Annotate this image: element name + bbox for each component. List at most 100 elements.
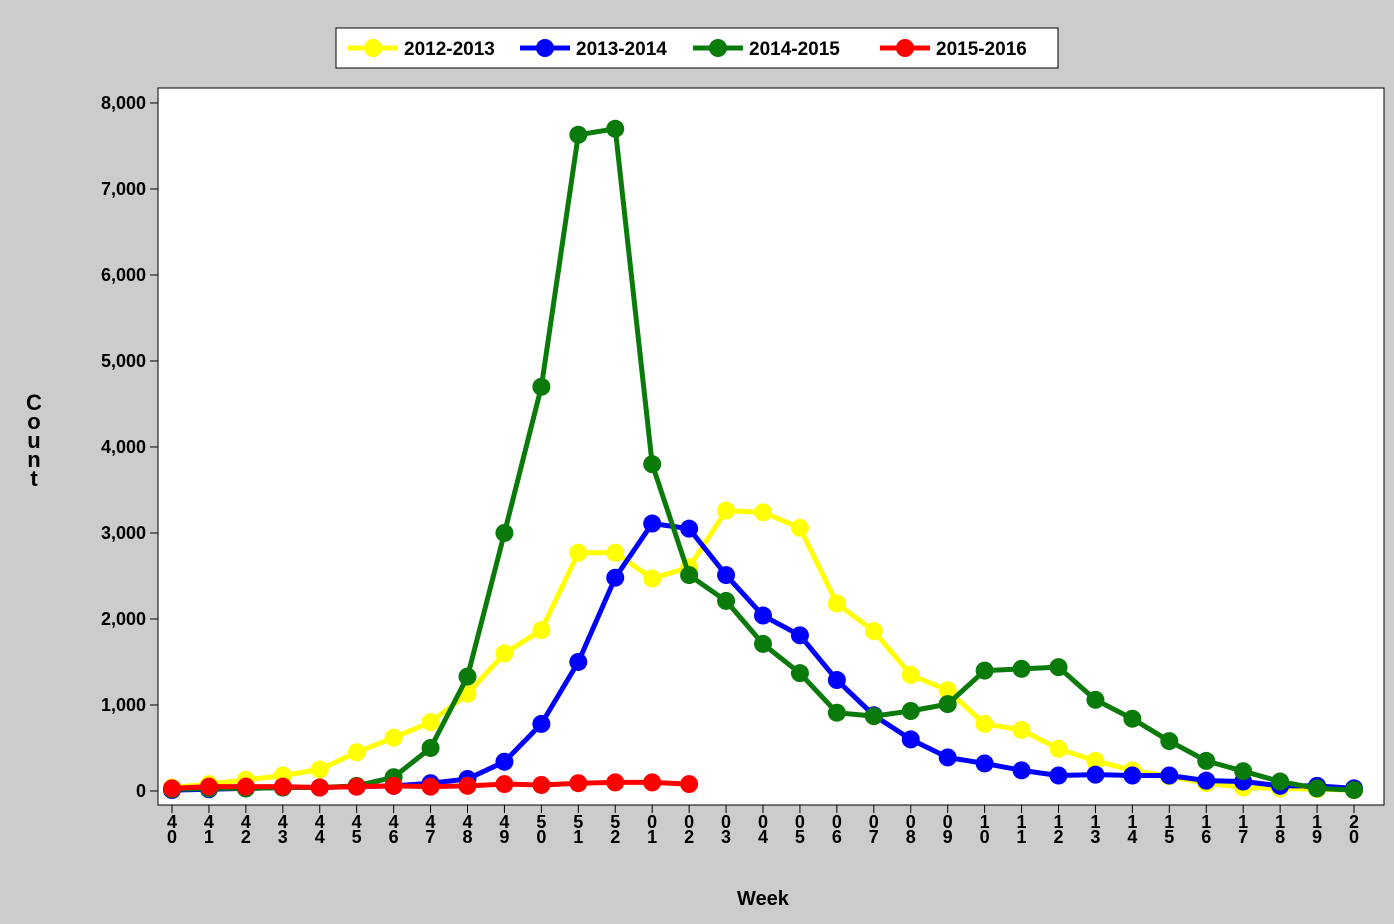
point [901, 730, 920, 749]
point [1123, 766, 1142, 785]
point [938, 681, 957, 700]
point [717, 501, 736, 520]
point [827, 594, 846, 613]
point [1197, 771, 1216, 790]
point [1012, 720, 1031, 739]
x-tick-label: 52 [605, 812, 625, 843]
x-tick-label: 04 [753, 812, 773, 843]
y-tick-label: 6,000 [101, 265, 146, 285]
x-tick-label: 11 [1012, 812, 1032, 843]
plot-area [157, 87, 1385, 806]
point [1160, 732, 1179, 751]
x-tick-label: 08 [901, 812, 921, 843]
point [864, 622, 883, 641]
x-tick-label: 13 [1085, 812, 1105, 843]
y-tick-label: 1,000 [101, 695, 146, 715]
point [532, 621, 551, 640]
point [273, 777, 292, 796]
point [754, 606, 772, 625]
point [310, 778, 329, 797]
point [495, 752, 514, 771]
point [975, 714, 994, 733]
x-tick-label: 15 [1159, 812, 1179, 843]
x-tick-label: 05 [790, 812, 810, 843]
point [680, 775, 699, 794]
point [901, 665, 920, 684]
point [643, 773, 662, 792]
point [606, 568, 625, 587]
point [938, 695, 957, 714]
point [717, 566, 736, 585]
point [901, 701, 920, 720]
point [1197, 751, 1216, 770]
x-tick-label: 06 [827, 812, 847, 843]
point [754, 634, 772, 653]
y-tick-label: 5,000 [101, 351, 146, 371]
point [347, 743, 366, 762]
point [236, 777, 255, 796]
point [458, 667, 477, 686]
point [1049, 766, 1068, 785]
y-tick-label: 2,000 [101, 609, 146, 629]
point [569, 543, 588, 562]
point [717, 591, 736, 610]
x-tick-label: 46 [384, 812, 404, 843]
point [975, 661, 994, 680]
x-tick-label: 44 [310, 812, 330, 843]
point [606, 119, 625, 138]
x-tick-label: 09 [938, 812, 958, 843]
point [938, 748, 957, 767]
point [495, 775, 514, 794]
x-axis-label: Week [737, 888, 790, 910]
point [1271, 772, 1290, 791]
point [606, 773, 625, 792]
legend-label: 2013-2014 [576, 39, 667, 60]
point [606, 543, 625, 562]
x-tick-label: 03 [716, 812, 736, 843]
y-tick-label: 3,000 [101, 523, 146, 543]
point [532, 775, 551, 794]
x-tick-label: 49 [494, 812, 514, 843]
point [1086, 751, 1105, 770]
point [569, 652, 588, 671]
point [975, 754, 994, 773]
x-tick-label: 42 [236, 812, 256, 843]
x-tick-label: 07 [864, 812, 884, 843]
point [790, 626, 809, 645]
point [790, 518, 809, 537]
legend-label: 2014-2015 [749, 39, 840, 60]
point [754, 503, 772, 522]
x-tick-label: 02 [679, 812, 699, 843]
point [421, 738, 440, 757]
point [1049, 658, 1068, 677]
point [1012, 659, 1031, 678]
point [1012, 761, 1031, 780]
point [1308, 779, 1327, 798]
x-tick-label: 51 [568, 812, 588, 843]
point [643, 514, 662, 533]
point [1345, 781, 1363, 800]
x-tick-label: 43 [273, 812, 293, 843]
point [495, 523, 514, 542]
x-tick-label: 41 [199, 812, 219, 843]
point [384, 776, 403, 795]
point [347, 777, 366, 796]
point [827, 703, 846, 722]
x-tick-label: 18 [1270, 812, 1290, 843]
point [1086, 690, 1105, 709]
point [532, 714, 551, 733]
x-tick-label: 40 [162, 812, 182, 843]
x-tick-label: 47 [421, 812, 441, 843]
point [421, 777, 440, 796]
x-tick-label: 45 [347, 812, 367, 843]
legend-marker [709, 39, 727, 57]
x-tick-label: 48 [458, 812, 478, 843]
point [421, 713, 440, 732]
y-tick-label: 4,000 [101, 437, 146, 457]
legend-marker [896, 39, 914, 57]
y-tick-label: 8,000 [101, 93, 146, 113]
point [1086, 765, 1105, 784]
legend-marker [536, 39, 554, 57]
legend-label: 2015-2016 [936, 39, 1027, 60]
